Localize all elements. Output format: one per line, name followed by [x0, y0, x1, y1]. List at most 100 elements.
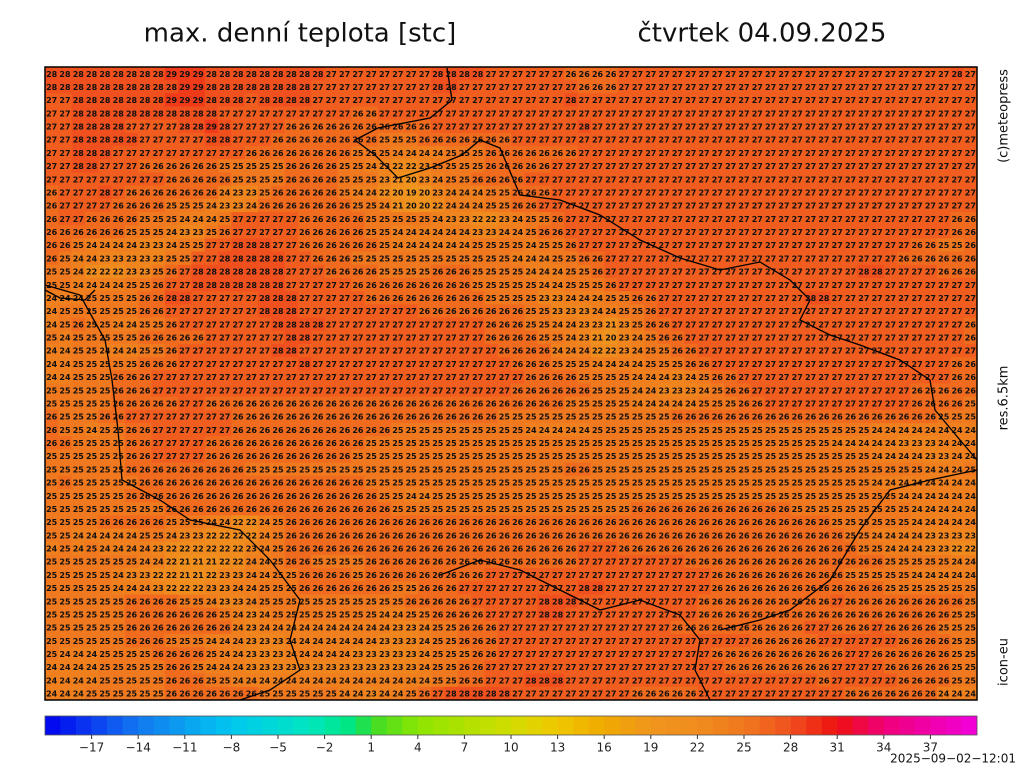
grid-value: 27: [232, 136, 243, 145]
grid-value: 27: [659, 162, 670, 171]
grid-value: 27: [725, 96, 736, 105]
grid-value: 27: [632, 109, 643, 118]
grid-value: 25: [392, 215, 404, 224]
grid-value: 25: [366, 202, 378, 211]
grid-value: 27: [605, 268, 616, 277]
grid-value: 27: [872, 188, 883, 197]
grid-value: 27: [898, 268, 909, 277]
grid-value: 26: [139, 294, 151, 303]
grid-value: 25: [232, 162, 244, 171]
grid-value: 27: [153, 175, 164, 184]
grid-value: 24: [565, 294, 577, 303]
grid-cell: [857, 80, 871, 94]
grid-cell: [391, 93, 405, 107]
grid-cell: [937, 106, 951, 121]
grid-value: 27: [898, 294, 909, 303]
grid-value: 27: [193, 149, 204, 158]
grid-value: 27: [672, 188, 683, 197]
grid-cell: [697, 106, 712, 121]
grid-value: 27: [326, 320, 337, 329]
grid-value: 25: [73, 373, 85, 382]
grid-value: 27: [752, 149, 763, 158]
grid-value: 27: [965, 175, 976, 184]
grid-value: 27: [619, 241, 630, 250]
grid-value: 27: [752, 96, 763, 105]
grid-value: 27: [858, 307, 869, 316]
grid-value: 28: [286, 307, 298, 316]
grid-cell: [817, 93, 831, 107]
grid-value: 26: [406, 123, 418, 132]
grid-value: 26: [299, 202, 311, 211]
grid-value: 27: [738, 281, 749, 290]
grid-value: 27: [326, 70, 337, 79]
grid-cell: [923, 119, 938, 134]
grid-cell: [750, 93, 765, 107]
grid-value: 25: [59, 268, 71, 277]
grid-value: 27: [392, 360, 403, 369]
grid-value: 27: [912, 215, 923, 224]
grid-value: 25: [539, 241, 551, 250]
grid-value: 27: [406, 307, 417, 316]
grid-value: 26: [951, 228, 963, 237]
grid-value: 27: [485, 109, 496, 118]
grid-value: 27: [885, 320, 896, 329]
grid-value: 27: [472, 347, 483, 356]
grid-value: 27: [765, 149, 776, 158]
grid-value: 26: [605, 83, 617, 92]
grid-value: 27: [685, 162, 696, 171]
grid-value: 26: [339, 241, 351, 250]
grid-value: 28: [219, 254, 231, 263]
grid-cell: [71, 67, 86, 81]
grid-value: 28: [259, 254, 271, 263]
grid-value: 26: [179, 334, 191, 343]
grid-value: 23: [579, 334, 590, 343]
grid-value: 25: [166, 202, 178, 211]
grid-value: 27: [912, 83, 923, 92]
grid-value: 27: [166, 281, 177, 290]
grid-cell: [790, 106, 805, 121]
grid-value: 25: [565, 254, 577, 263]
grid-value: 27: [672, 109, 683, 118]
grid-value: 28: [99, 136, 111, 145]
grid-value: 27: [845, 228, 856, 237]
grid-value: 25: [73, 334, 85, 343]
grid-value: 25: [645, 360, 657, 369]
grid-cell: [457, 119, 472, 134]
grid-value: 27: [912, 202, 923, 211]
grid-value: 28: [232, 83, 244, 92]
grid-value: 27: [712, 215, 723, 224]
grid-cell: [324, 93, 339, 107]
grid-cell: [471, 80, 485, 94]
grid-value: 27: [698, 347, 709, 356]
grid-cell: [151, 106, 166, 121]
grid-value: 26: [552, 228, 564, 237]
grid-value: 25: [485, 294, 497, 303]
grid-value: 26: [352, 281, 364, 290]
grid-value: 23: [379, 175, 390, 184]
grid-value: 24: [166, 241, 178, 250]
grid-value: 27: [392, 96, 403, 105]
grid-value: 29: [179, 96, 191, 105]
grid-value: 27: [738, 294, 749, 303]
grid-value: 26: [139, 373, 151, 382]
grid-value: 27: [858, 175, 869, 184]
grid-value: 26: [139, 188, 151, 197]
grid-cell: [164, 119, 179, 134]
grid-value: 27: [712, 109, 723, 118]
grid-value: 22: [406, 162, 417, 171]
grid-cell: [830, 93, 845, 107]
grid-value: 28: [259, 70, 271, 79]
grid-value: 24: [432, 149, 444, 158]
grid-value: 26: [485, 320, 497, 329]
grid-value: 27: [672, 70, 683, 79]
grid-cell: [950, 93, 965, 107]
grid-value: 24: [366, 188, 378, 197]
grid-value: 27: [579, 188, 590, 197]
grid-value: 26: [139, 334, 151, 343]
grid-cell: [710, 67, 725, 81]
grid-value: 27: [725, 70, 736, 79]
grid-value: 27: [232, 149, 243, 158]
grid-value: 27: [898, 136, 909, 145]
grid-value: 26: [179, 175, 191, 184]
grid-value: 27: [738, 83, 749, 92]
